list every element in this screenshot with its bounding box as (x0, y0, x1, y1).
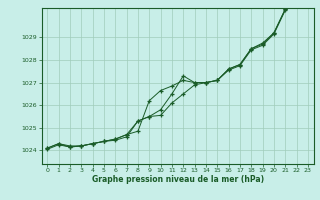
X-axis label: Graphe pression niveau de la mer (hPa): Graphe pression niveau de la mer (hPa) (92, 175, 264, 184)
